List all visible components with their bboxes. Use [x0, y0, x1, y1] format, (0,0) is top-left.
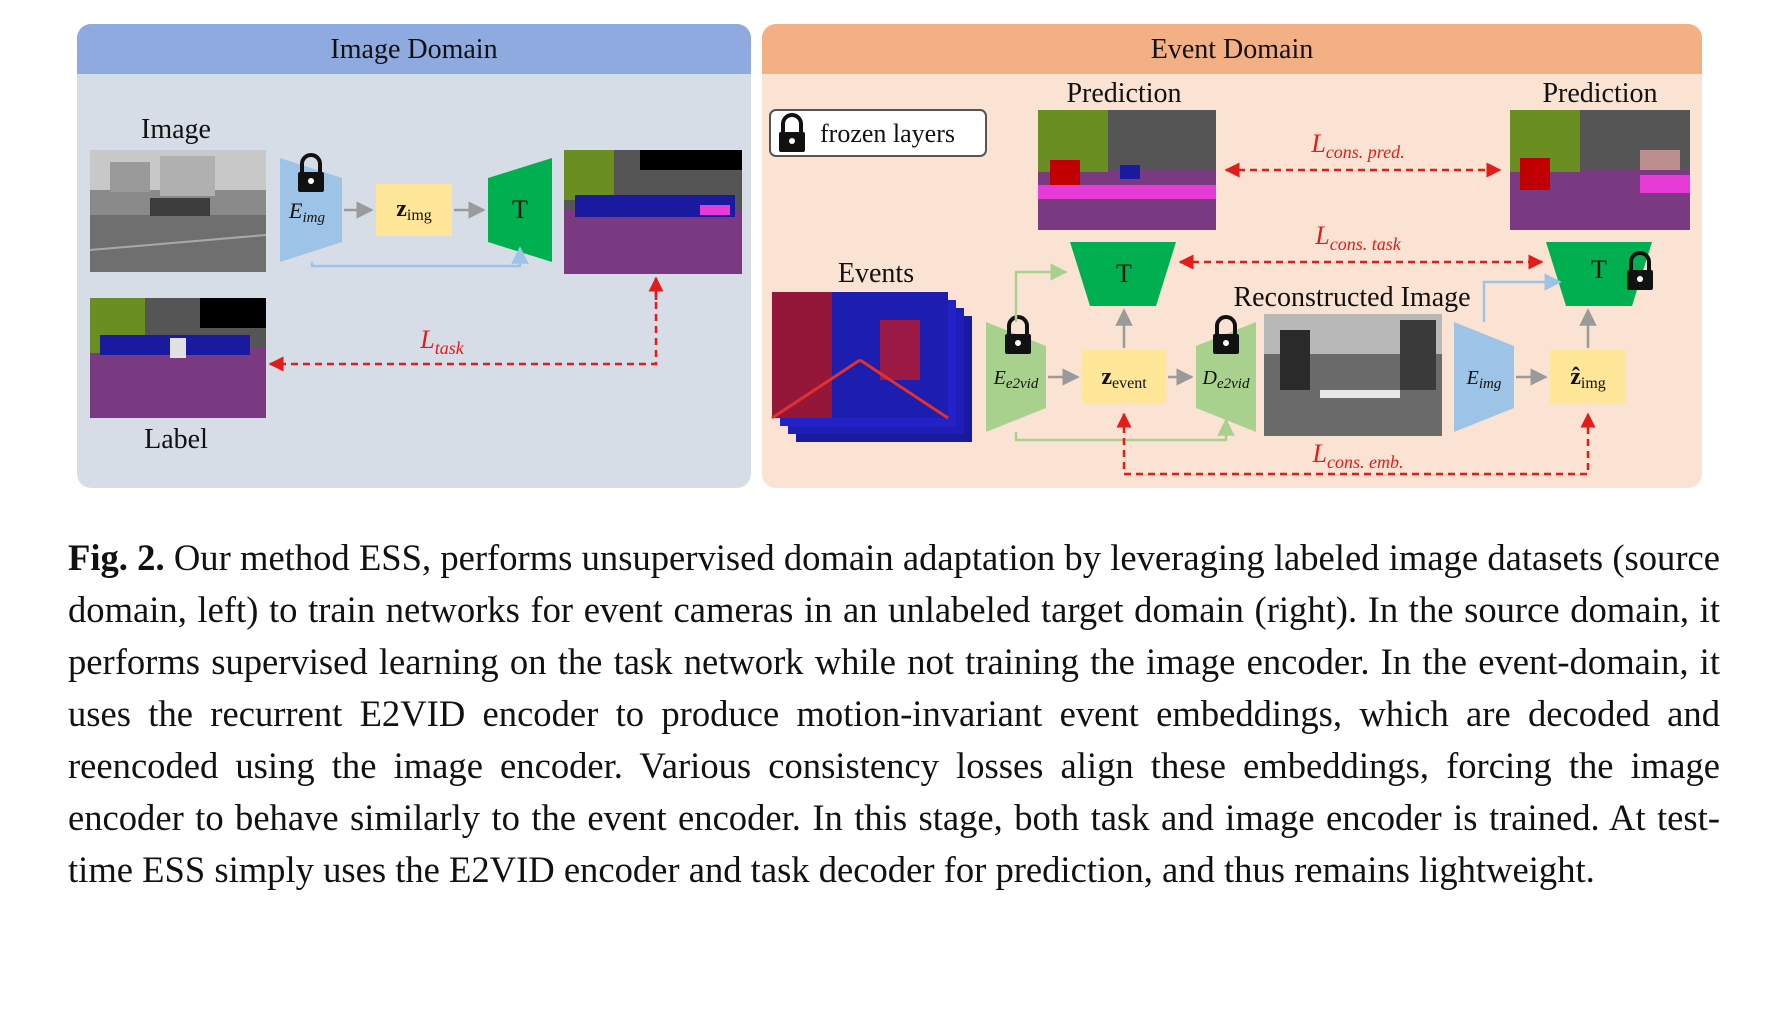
loss-task: Ltask	[419, 325, 464, 358]
prediction-right-label: Prediction	[1542, 78, 1657, 109]
task-network: T	[488, 158, 552, 262]
image-caption-label: Image	[141, 114, 211, 145]
svg-text:De2vid: De2vid	[1202, 367, 1250, 392]
image-domain-title: Image Domain	[330, 34, 497, 65]
svg-text:Ee2vid: Ee2vid	[993, 367, 1039, 392]
svg-text:T: T	[512, 195, 528, 224]
task-network-right: T	[1546, 242, 1652, 306]
reconstructed-image-label: Reconstructed Image	[1233, 282, 1470, 313]
event-prediction-right	[1510, 110, 1690, 230]
events-label: Events	[838, 258, 914, 289]
event-frames	[771, 292, 972, 442]
svg-text:zevent: zevent	[1101, 364, 1147, 392]
loss-cons-task: Lcons. task	[1314, 221, 1401, 254]
image-encoder: Eimg	[280, 158, 342, 262]
image-embedding: zimg	[376, 184, 452, 236]
svg-text:frozen layers: frozen layers	[820, 119, 955, 148]
svg-text:Eimg: Eimg	[1466, 367, 1502, 392]
svg-text:Eimg: Eimg	[288, 198, 325, 226]
event-embedding: zevent	[1082, 350, 1166, 404]
event-prediction-left	[1038, 110, 1216, 230]
svg-text:ẑimg: ẑimg	[1570, 364, 1606, 392]
loss-cons-emb: Lcons. emb.	[1312, 439, 1404, 472]
input-image	[89, 150, 267, 272]
event-domain-panel: Event Domain frozen layers Prediction Pr…	[762, 24, 1702, 488]
reencoded-embedding: ẑimg	[1550, 350, 1626, 404]
method-figure: Image Domain Image Label Eimg	[77, 24, 1702, 488]
figure-caption: Fig. 2. Our method ESS, performs unsuper…	[68, 532, 1720, 896]
frozen-layers-legend: frozen layers	[769, 109, 987, 157]
image-domain-prediction	[564, 150, 742, 274]
svg-text:T: T	[1591, 255, 1607, 284]
event-side-image-encoder: Eimg	[1454, 322, 1514, 432]
caption-text: Our method ESS, performs unsupervised do…	[68, 537, 1720, 890]
prediction-left-label: Prediction	[1066, 78, 1181, 109]
e2vid-decoder: De2vid	[1196, 322, 1256, 432]
event-domain-title: Event Domain	[1151, 34, 1314, 65]
loss-cons-pred: Lcons. pred.	[1310, 129, 1404, 162]
label-caption: Label	[144, 424, 208, 455]
label-image	[90, 298, 266, 418]
svg-text:zimg: zimg	[396, 196, 432, 224]
svg-text:T: T	[1116, 259, 1132, 288]
reconstructed-image	[1264, 314, 1442, 436]
figure-label: Fig. 2.	[68, 537, 165, 578]
image-domain-panel: Image Domain Image Label Eimg	[77, 24, 751, 488]
task-network-left: T	[1070, 242, 1176, 306]
